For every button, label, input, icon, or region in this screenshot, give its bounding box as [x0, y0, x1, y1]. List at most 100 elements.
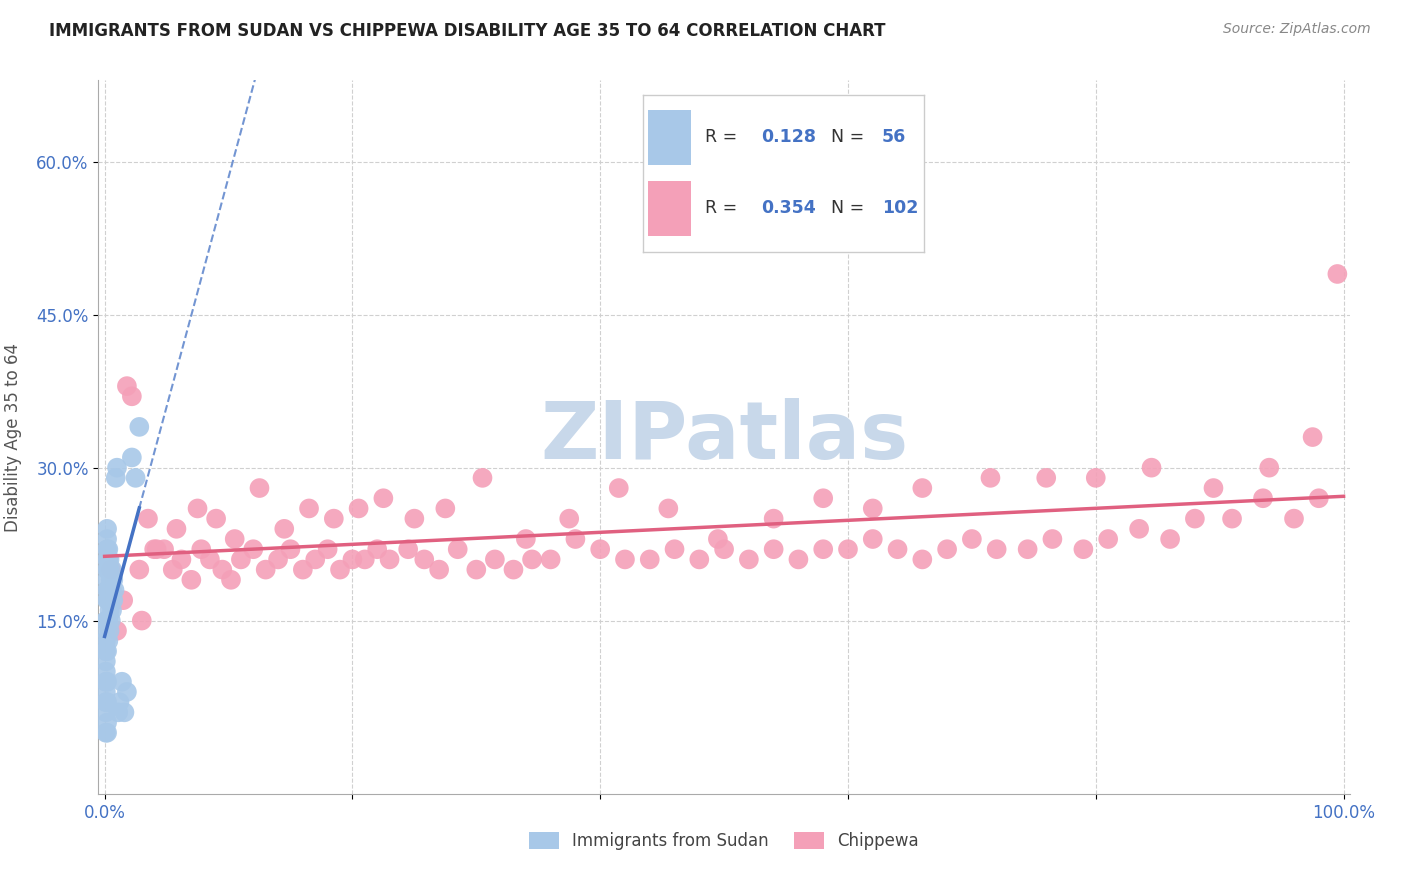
Point [986, 542, 1008, 557]
Point [97, 563, 120, 577]
Point [97, 614, 120, 628]
Point [128, 563, 150, 577]
Point [96, 532, 118, 546]
Point [107, 706, 129, 720]
Text: IMMIGRANTS FROM SUDAN VS CHIPPEWA DISABILITY AGE 35 TO 64 CORRELATION CHART: IMMIGRANTS FROM SUDAN VS CHIPPEWA DISABI… [49, 22, 886, 40]
Point [342, 552, 364, 566]
Point [103, 582, 125, 597]
Point [111, 674, 134, 689]
Point [98, 603, 121, 617]
Point [186, 501, 208, 516]
Point [638, 552, 661, 566]
Point [128, 420, 150, 434]
Point [1326, 267, 1348, 281]
Point [1128, 522, 1150, 536]
Point [162, 563, 184, 577]
Point [353, 552, 375, 566]
Point [103, 573, 125, 587]
Point [614, 552, 637, 566]
Point [100, 614, 122, 628]
Point [112, 593, 135, 607]
Point [104, 471, 127, 485]
Point [1184, 511, 1206, 525]
Point [664, 542, 686, 557]
Point [166, 522, 188, 536]
Point [558, 511, 581, 525]
Point [484, 552, 506, 566]
Point [96, 582, 118, 597]
Point [198, 552, 221, 566]
Point [471, 471, 494, 485]
Point [273, 522, 295, 536]
Point [97, 634, 120, 648]
Point [100, 593, 122, 607]
Point [94, 665, 117, 679]
Point [1084, 471, 1107, 485]
Point [366, 542, 388, 557]
Point [607, 481, 630, 495]
Point [96, 573, 118, 587]
Point [280, 542, 302, 557]
Point [304, 552, 326, 566]
Point [762, 542, 785, 557]
Point [97, 582, 120, 597]
Point [1159, 532, 1181, 546]
Y-axis label: Disability Age 35 to 64: Disability Age 35 to 64 [4, 343, 22, 532]
Point [1140, 460, 1163, 475]
Point [98, 552, 121, 566]
Point [101, 563, 124, 577]
Point [96, 542, 118, 557]
Point [96, 563, 118, 577]
Point [373, 491, 395, 506]
Point [94, 634, 117, 648]
Point [298, 501, 321, 516]
Point [427, 563, 450, 577]
Point [96, 695, 118, 709]
Point [862, 532, 884, 546]
Point [101, 582, 124, 597]
Point [101, 603, 124, 617]
Point [136, 511, 159, 525]
Point [1258, 460, 1281, 475]
Point [1282, 511, 1305, 525]
Point [378, 552, 401, 566]
Point [1035, 471, 1057, 485]
Point [811, 542, 834, 557]
Point [1097, 532, 1119, 546]
Point [254, 563, 277, 577]
Point [98, 624, 121, 638]
Point [811, 491, 834, 506]
Point [143, 542, 166, 557]
Point [96, 552, 118, 566]
Point [862, 501, 884, 516]
Point [762, 511, 785, 525]
Point [94, 614, 117, 628]
Point [121, 389, 143, 403]
Point [502, 563, 524, 577]
Point [1017, 542, 1039, 557]
Point [94, 624, 117, 638]
Point [103, 593, 125, 607]
Text: ZIPatlas: ZIPatlas [540, 398, 908, 476]
Point [837, 542, 859, 557]
Point [229, 552, 252, 566]
Point [94, 674, 117, 689]
Legend: Immigrants from Sudan, Chippewa: Immigrants from Sudan, Chippewa [523, 825, 925, 857]
Point [211, 563, 233, 577]
Point [94, 695, 117, 709]
Point [115, 685, 138, 699]
Point [316, 542, 339, 557]
Point [190, 542, 212, 557]
Point [322, 511, 344, 525]
Point [94, 685, 117, 699]
Point [98, 563, 121, 577]
Point [94, 654, 117, 668]
Point [94, 644, 117, 658]
Point [249, 481, 271, 495]
Point [657, 501, 679, 516]
Point [1251, 491, 1274, 506]
Point [242, 542, 264, 557]
Point [540, 552, 562, 566]
Point [911, 481, 934, 495]
Point [96, 593, 118, 607]
